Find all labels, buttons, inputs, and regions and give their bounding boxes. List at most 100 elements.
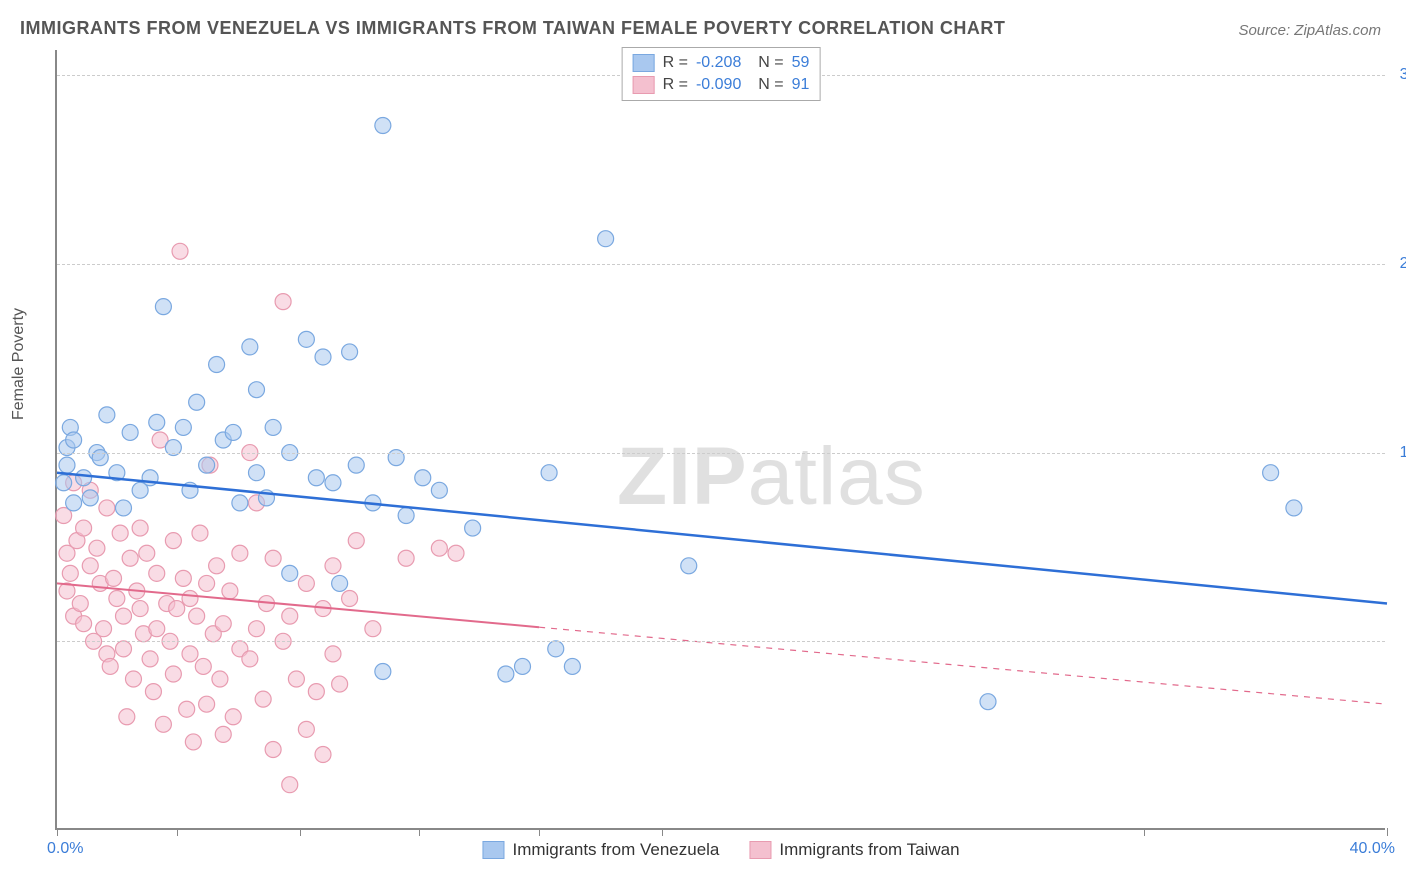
legend-r-label: R =: [663, 54, 688, 72]
x-tick-label: 40.0%: [1350, 840, 1395, 858]
data-point: [232, 495, 248, 511]
data-point: [209, 357, 225, 373]
trend-line-dashed: [539, 627, 1387, 704]
data-point: [99, 407, 115, 423]
grid-line: [57, 641, 1385, 642]
x-tick: [177, 828, 178, 836]
legend-n-label: N =: [749, 76, 783, 94]
data-point: [189, 608, 205, 624]
data-point: [66, 432, 82, 448]
grid-line: [57, 264, 1385, 265]
data-point: [375, 663, 391, 679]
data-point: [82, 490, 98, 506]
data-point: [288, 671, 304, 687]
data-point: [342, 591, 358, 607]
data-point: [96, 621, 112, 637]
x-tick-label: 0.0%: [47, 840, 83, 858]
y-axis-label: Female Poverty: [10, 308, 28, 420]
data-point: [125, 671, 141, 687]
data-point: [255, 691, 271, 707]
data-point: [681, 558, 697, 574]
data-point: [448, 545, 464, 561]
legend-n-value-0: 59: [792, 54, 810, 72]
data-point: [315, 349, 331, 365]
data-point: [242, 339, 258, 355]
data-point: [89, 540, 105, 556]
x-tick: [419, 828, 420, 836]
data-point: [332, 575, 348, 591]
data-point: [348, 457, 364, 473]
data-point: [122, 550, 138, 566]
y-tick-label: 22.5%: [1400, 255, 1406, 273]
data-point: [298, 721, 314, 737]
data-point: [232, 545, 248, 561]
data-point: [99, 500, 115, 516]
source-attribution: Source: ZipAtlas.com: [1238, 22, 1381, 39]
data-point: [116, 641, 132, 657]
data-point: [265, 741, 281, 757]
data-point: [215, 616, 231, 632]
data-point: [498, 666, 514, 682]
data-point: [564, 658, 580, 674]
data-point: [59, 457, 75, 473]
data-point: [325, 558, 341, 574]
swatch-taiwan-bottom: [749, 841, 771, 859]
data-point: [212, 671, 228, 687]
legend-n-value-1: 91: [792, 76, 810, 94]
data-point: [398, 507, 414, 523]
data-point: [106, 570, 122, 586]
data-point: [82, 558, 98, 574]
data-point: [149, 414, 165, 430]
chart-plot-area: ZIPatlas R = -0.208 N = 59 R = -0.090 N …: [55, 50, 1385, 830]
y-tick-label: 30.0%: [1400, 66, 1406, 84]
data-point: [1263, 465, 1279, 481]
data-point: [132, 601, 148, 617]
data-point: [199, 696, 215, 712]
trend-line: [57, 473, 1387, 604]
data-point: [155, 716, 171, 732]
data-point: [415, 470, 431, 486]
data-point: [112, 525, 128, 541]
data-point: [175, 419, 191, 435]
data-point: [398, 550, 414, 566]
data-point: [122, 424, 138, 440]
data-point: [298, 575, 314, 591]
data-point: [282, 777, 298, 793]
x-tick: [539, 828, 540, 836]
swatch-venezuela: [633, 54, 655, 72]
data-point: [199, 575, 215, 591]
legend-row-venezuela: R = -0.208 N = 59: [633, 52, 810, 74]
data-point: [541, 465, 557, 481]
data-point: [249, 621, 265, 637]
data-point: [116, 608, 132, 624]
data-point: [185, 734, 201, 750]
chart-title: IMMIGRANTS FROM VENEZUELA VS IMMIGRANTS …: [20, 18, 1005, 39]
swatch-venezuela-bottom: [482, 841, 504, 859]
data-point: [76, 520, 92, 536]
data-point: [179, 701, 195, 717]
data-point: [165, 533, 181, 549]
data-point: [165, 666, 181, 682]
data-point: [515, 658, 531, 674]
legend-n-label: N =: [749, 54, 783, 72]
x-tick: [1387, 828, 1388, 836]
y-tick-label: 15.0%: [1400, 444, 1406, 462]
data-point: [132, 520, 148, 536]
data-point: [598, 231, 614, 247]
data-point: [308, 470, 324, 486]
data-point: [76, 616, 92, 632]
data-point: [72, 596, 88, 612]
data-point: [56, 475, 72, 491]
data-point: [76, 470, 92, 486]
series-legend: Immigrants from Venezuela Immigrants fro…: [482, 840, 959, 860]
data-point: [169, 601, 185, 617]
legend-item-venezuela: Immigrants from Venezuela: [482, 840, 719, 860]
legend-row-taiwan: R = -0.090 N = 91: [633, 74, 810, 96]
data-point: [265, 550, 281, 566]
x-tick: [300, 828, 301, 836]
data-point: [431, 482, 447, 498]
data-point: [62, 565, 78, 581]
data-point: [225, 709, 241, 725]
data-point: [249, 465, 265, 481]
data-point: [265, 419, 281, 435]
